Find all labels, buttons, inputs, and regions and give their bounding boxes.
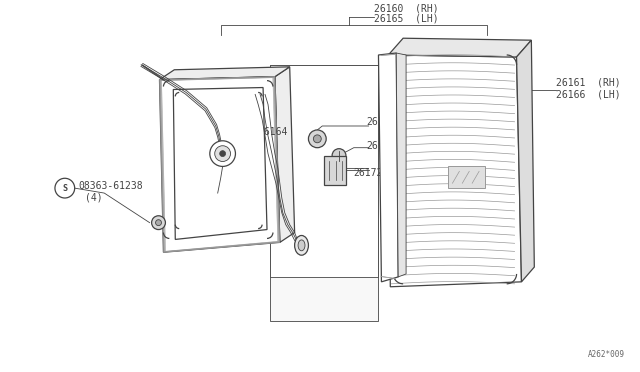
Text: 26161  (RH): 26161 (RH) — [556, 78, 621, 87]
Polygon shape — [159, 77, 280, 252]
Bar — [324, 155, 346, 185]
Polygon shape — [270, 65, 378, 277]
Polygon shape — [388, 38, 531, 57]
Polygon shape — [173, 87, 267, 240]
Polygon shape — [388, 55, 522, 287]
Text: A262*009: A262*009 — [588, 350, 625, 359]
Polygon shape — [270, 65, 378, 321]
Polygon shape — [516, 40, 534, 282]
Circle shape — [152, 216, 165, 230]
Circle shape — [308, 130, 326, 148]
Circle shape — [220, 151, 225, 157]
Circle shape — [215, 146, 230, 161]
Text: 26166  (LH): 26166 (LH) — [556, 89, 621, 99]
Polygon shape — [378, 53, 398, 282]
Text: 26160  (RH): 26160 (RH) — [374, 4, 438, 13]
Text: 08363-61238: 08363-61238 — [79, 181, 143, 191]
Text: 26164: 26164 — [258, 127, 287, 137]
Circle shape — [314, 135, 321, 143]
Circle shape — [332, 149, 346, 163]
Circle shape — [210, 141, 236, 166]
Polygon shape — [159, 67, 290, 80]
Text: S: S — [62, 184, 67, 193]
Ellipse shape — [294, 235, 308, 255]
Circle shape — [156, 220, 161, 225]
Ellipse shape — [298, 240, 305, 251]
Bar — [447, 166, 485, 188]
Polygon shape — [275, 67, 294, 243]
Text: 26165  (LH): 26165 (LH) — [374, 13, 438, 23]
Text: 26110D: 26110D — [367, 141, 402, 151]
Circle shape — [55, 178, 75, 198]
Text: 26172B: 26172B — [354, 169, 389, 178]
Text: (4): (4) — [84, 193, 102, 203]
Text: 26110B: 26110B — [367, 117, 402, 127]
Polygon shape — [396, 53, 406, 277]
